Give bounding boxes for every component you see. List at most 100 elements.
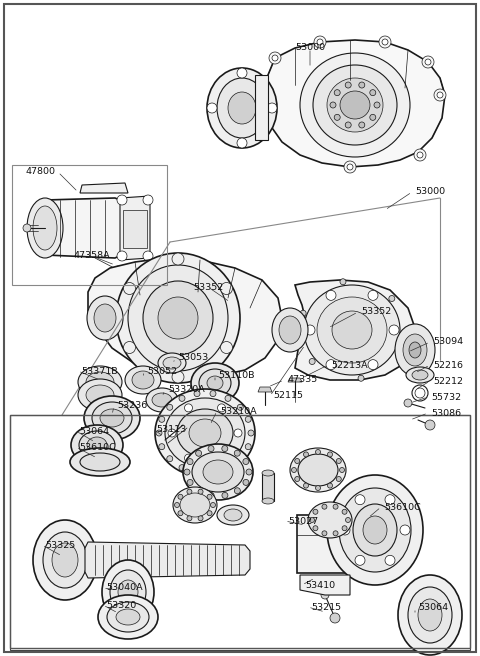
Circle shape <box>179 396 185 401</box>
Circle shape <box>368 291 378 300</box>
Circle shape <box>359 82 365 88</box>
Ellipse shape <box>70 448 130 476</box>
Circle shape <box>198 516 203 521</box>
Circle shape <box>225 396 231 401</box>
Text: 53610C: 53610C <box>79 443 116 451</box>
Circle shape <box>313 509 318 514</box>
Circle shape <box>295 459 300 464</box>
Polygon shape <box>45 198 128 258</box>
Text: 53052: 53052 <box>147 367 177 375</box>
Circle shape <box>208 445 214 451</box>
Circle shape <box>310 518 314 522</box>
Circle shape <box>217 404 226 412</box>
Bar <box>10 415 470 648</box>
Circle shape <box>326 291 336 300</box>
Ellipse shape <box>78 379 122 411</box>
Circle shape <box>208 493 214 499</box>
Circle shape <box>327 452 333 457</box>
Circle shape <box>246 469 252 475</box>
Text: 47358A: 47358A <box>74 251 110 260</box>
Circle shape <box>315 449 321 455</box>
Ellipse shape <box>158 297 198 339</box>
Ellipse shape <box>100 409 124 427</box>
Text: 52212: 52212 <box>433 377 463 386</box>
Bar <box>10 415 470 650</box>
Ellipse shape <box>52 543 78 577</box>
Circle shape <box>385 556 395 565</box>
Ellipse shape <box>207 376 223 390</box>
Circle shape <box>344 161 356 173</box>
Ellipse shape <box>128 265 228 371</box>
Ellipse shape <box>339 488 411 572</box>
Ellipse shape <box>199 369 231 397</box>
Ellipse shape <box>87 437 107 453</box>
Circle shape <box>355 556 365 565</box>
Circle shape <box>317 39 323 45</box>
Circle shape <box>355 495 365 504</box>
Circle shape <box>178 511 183 516</box>
Text: 53064: 53064 <box>418 604 448 613</box>
Polygon shape <box>300 575 350 595</box>
Circle shape <box>346 518 350 522</box>
Ellipse shape <box>298 454 338 486</box>
Circle shape <box>326 359 336 369</box>
Circle shape <box>172 371 184 383</box>
Circle shape <box>178 494 183 499</box>
Ellipse shape <box>332 311 372 349</box>
Ellipse shape <box>102 560 154 624</box>
Circle shape <box>333 504 338 509</box>
Circle shape <box>114 266 122 274</box>
Ellipse shape <box>395 324 435 376</box>
Ellipse shape <box>217 78 267 138</box>
Ellipse shape <box>183 444 253 500</box>
Ellipse shape <box>163 357 181 369</box>
Ellipse shape <box>43 532 87 588</box>
Circle shape <box>295 476 300 482</box>
Circle shape <box>222 493 228 499</box>
Circle shape <box>210 470 216 476</box>
Text: 53352: 53352 <box>193 283 223 291</box>
Circle shape <box>187 489 192 494</box>
Circle shape <box>272 55 278 61</box>
Circle shape <box>358 375 364 381</box>
Circle shape <box>327 483 333 488</box>
Text: 53000: 53000 <box>295 43 325 52</box>
Circle shape <box>237 456 243 462</box>
Polygon shape <box>80 183 128 193</box>
Ellipse shape <box>33 520 97 600</box>
Circle shape <box>159 417 165 422</box>
Bar <box>12 165 167 285</box>
Ellipse shape <box>173 487 217 523</box>
Polygon shape <box>85 542 250 578</box>
Circle shape <box>404 399 412 407</box>
Circle shape <box>245 417 251 422</box>
Polygon shape <box>88 258 282 378</box>
Circle shape <box>23 224 31 232</box>
Circle shape <box>389 325 399 335</box>
Circle shape <box>374 102 380 108</box>
Circle shape <box>237 138 247 148</box>
Ellipse shape <box>406 367 434 383</box>
Circle shape <box>368 359 378 369</box>
Ellipse shape <box>84 396 140 440</box>
Circle shape <box>398 344 404 350</box>
Circle shape <box>167 456 173 462</box>
Circle shape <box>321 591 329 599</box>
Ellipse shape <box>177 409 233 457</box>
Circle shape <box>269 52 281 64</box>
Ellipse shape <box>340 91 370 119</box>
Text: 53320A: 53320A <box>168 386 205 394</box>
Circle shape <box>234 450 240 456</box>
Circle shape <box>187 459 193 464</box>
Text: 53236: 53236 <box>117 401 147 411</box>
Polygon shape <box>120 196 150 260</box>
Circle shape <box>234 488 240 494</box>
Circle shape <box>400 525 410 535</box>
Ellipse shape <box>317 297 387 363</box>
Circle shape <box>207 494 212 499</box>
Circle shape <box>220 283 232 295</box>
Circle shape <box>359 122 365 128</box>
Circle shape <box>340 525 350 535</box>
Circle shape <box>303 483 309 488</box>
Text: 53110B: 53110B <box>218 371 254 380</box>
